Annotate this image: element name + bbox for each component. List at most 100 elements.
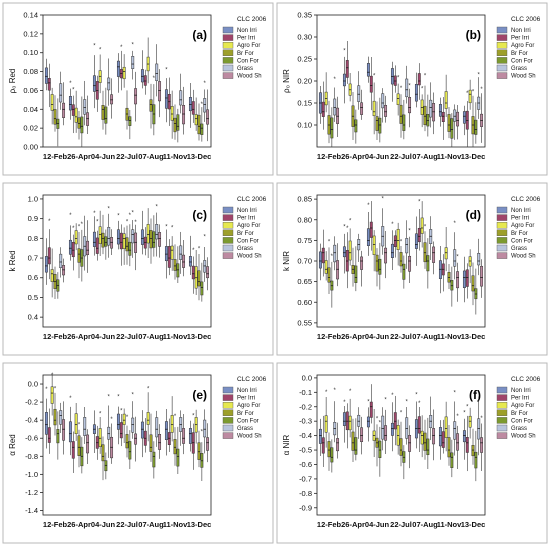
box-wood-sh — [182, 239, 186, 277]
legend-entry: Wood Sh — [237, 74, 262, 80]
box-grass: * — [131, 43, 135, 80]
outlier-mark: * — [147, 387, 150, 393]
box-agro-for — [122, 408, 126, 443]
y-tick-label: 0.70 — [297, 257, 312, 266]
outlier-mark: * — [334, 77, 337, 83]
y-tick-label: 0.30 — [297, 33, 312, 42]
box-br-for: * — [423, 74, 427, 132]
legend-swatch — [496, 417, 508, 424]
box-agro-for — [170, 90, 174, 139]
box-non-irri: * — [390, 393, 394, 452]
outlier-mark: * — [93, 211, 96, 217]
box-agro-for — [194, 97, 198, 131]
box-agro-for — [396, 419, 400, 455]
box-grass — [59, 71, 63, 110]
x-tick-label: 04-Jun — [365, 520, 390, 529]
box-wood-sh — [182, 86, 186, 135]
legend-swatch — [496, 64, 508, 72]
box-br-for — [197, 103, 201, 141]
box — [188, 428, 192, 444]
outlier-mark: * — [384, 398, 387, 404]
legend-swatch — [222, 237, 234, 244]
box — [155, 224, 159, 240]
box — [86, 240, 90, 256]
legend-swatch — [222, 206, 234, 214]
box — [167, 432, 171, 445]
x-tick-label: 04-Jun — [365, 152, 390, 161]
y-tick-label: -0.8 — [299, 489, 312, 498]
box-wood-sh: * — [134, 220, 137, 271]
box-non-irri: * — [68, 81, 72, 120]
box — [405, 417, 409, 439]
box — [197, 114, 201, 135]
box — [104, 106, 108, 124]
outlier-mark: * — [400, 239, 403, 245]
box — [179, 245, 183, 260]
box-non-irri — [140, 410, 144, 458]
legend-entry: Non Irri — [237, 388, 257, 394]
outlier-mark: * — [382, 196, 385, 202]
box-grass — [357, 233, 361, 262]
box — [206, 437, 210, 451]
box — [74, 230, 78, 245]
box-wood-sh — [206, 423, 210, 463]
legend-swatch — [222, 402, 234, 409]
box-agro-for — [50, 248, 54, 298]
outlier-mark: * — [69, 213, 72, 219]
box-wood-sh — [62, 401, 66, 455]
box-agro-for — [420, 415, 424, 458]
box — [396, 425, 400, 446]
box — [366, 228, 370, 246]
outlier-mark: * — [408, 228, 411, 234]
box-con-for — [402, 255, 406, 289]
box — [468, 415, 472, 428]
panel-f: 0.0 -0.1 -0.2 -0.3 -0.4 -0.5 -0.6 -0.7 -0.8 -0.9 α… — [276, 362, 548, 544]
x-tick-label: 07-Aug — [412, 332, 438, 341]
outlier-mark: * — [51, 373, 54, 379]
legend-entry: Non Irri — [237, 28, 257, 34]
legend-entry: Grass — [511, 246, 527, 252]
box — [372, 100, 376, 117]
y-tick-label: 0.7 — [28, 254, 38, 263]
x-tick-label: 22-Jul — [116, 152, 138, 161]
y-tick-label: -0.1 — [299, 388, 312, 397]
outlier-mark: * — [328, 239, 331, 245]
box-con-for — [128, 109, 132, 140]
outlier-mark: * — [421, 86, 424, 92]
box-non-irri — [44, 238, 48, 285]
box-non-irri: * — [462, 410, 466, 460]
legend-swatch — [496, 206, 508, 214]
box-wood-sh: * — [480, 87, 483, 143]
x-tick-label: 04-Jun — [365, 332, 390, 341]
outlier-mark: * — [171, 225, 174, 231]
x-tick-label: 11-Nov — [437, 520, 462, 529]
box-con-for — [56, 411, 60, 460]
box — [122, 66, 126, 80]
box — [152, 451, 156, 468]
box-grass — [83, 215, 87, 271]
box-wood-sh — [62, 258, 66, 283]
box-con-for — [330, 107, 334, 147]
y-tick-label: -0.9 — [299, 503, 312, 512]
box-grass: * — [381, 196, 385, 255]
outlier-mark: * — [480, 416, 483, 422]
box-non-irri: * — [342, 225, 346, 274]
box — [128, 441, 132, 460]
outlier-mark: * — [480, 87, 483, 93]
box-br-for — [197, 430, 201, 468]
outlier-mark: * — [334, 388, 337, 394]
box — [480, 265, 484, 287]
box — [176, 448, 180, 467]
legend-entry: Non Irri — [511, 28, 531, 34]
box — [44, 256, 48, 273]
y-tick-label: 0.35 — [297, 11, 312, 20]
legend-swatch — [222, 72, 234, 79]
outlier-mark: * — [418, 199, 421, 205]
box — [345, 411, 349, 431]
box-wood-sh — [62, 82, 66, 126]
box — [182, 428, 186, 444]
box-per-irri — [345, 403, 349, 449]
outlier-mark: * — [331, 254, 334, 260]
legend-entry: Non Irri — [511, 388, 531, 394]
